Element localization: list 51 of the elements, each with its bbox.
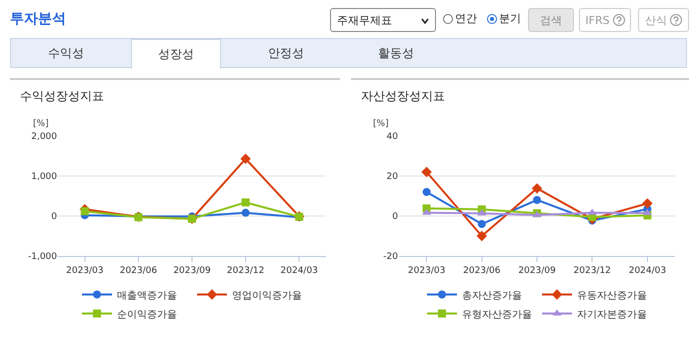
text: 주재무제표 (330, 8, 436, 32)
text: 안정성 (267, 45, 305, 62)
text: 연간 (455, 11, 477, 26)
x-tick-label: 2024/03 (628, 266, 666, 276)
x-tick-label: 2023/03 (408, 266, 446, 276)
point (533, 196, 541, 204)
text: IFRS (585, 14, 610, 26)
x-tick-label: 2024/03 (280, 266, 318, 276)
point (242, 208, 250, 217)
x-tick-label: 2023/09 (173, 266, 211, 276)
text: 성장성 (131, 39, 221, 69)
point (642, 198, 653, 209)
y-axis-title: [%] (33, 119, 49, 129)
text: 투자분석 (10, 10, 66, 28)
point (242, 198, 250, 206)
legend-label: 총자산증가율 (462, 290, 522, 302)
text: 산식 (645, 12, 667, 28)
point (80, 207, 89, 216)
y-tick-label: -20 (383, 252, 398, 262)
y-axis-title: [%] (373, 119, 389, 129)
x-tick-label: 2023/09 (518, 266, 556, 276)
point (532, 183, 542, 194)
x-tick-label: 2023/06 (120, 266, 158, 276)
text: 수익성 (47, 45, 85, 62)
y-tick-label: 20 (386, 172, 398, 182)
x-tick-label: 2023/12 (226, 266, 264, 276)
legend-label: 유형자산증가율 (462, 309, 532, 320)
text: 분기 (499, 11, 521, 26)
x-tick-label: 2023/03 (66, 266, 104, 276)
legend-label: 유동자산증가율 (577, 290, 647, 302)
x-tick-label: 2023/12 (574, 266, 611, 276)
point (476, 230, 487, 242)
legend-label: 매출액증가율 (117, 290, 177, 302)
legend-label: 순이익증가율 (117, 309, 177, 320)
point (478, 220, 486, 228)
y-tick-label: 0 (51, 212, 58, 222)
chart-title: 수익성장성지표 (20, 88, 104, 105)
chart-title: 자산성장성지표 (361, 88, 445, 105)
point (421, 166, 432, 178)
y-tick-label: 0 (392, 212, 398, 222)
x-tick-label: 2023/06 (463, 266, 501, 276)
text: 검색 (528, 8, 574, 32)
y-tick-label: 1,000 (31, 172, 58, 182)
text: 활동성 (377, 45, 415, 62)
y-tick-label: 40 (386, 132, 398, 142)
legend-label: 영업이익증가율 (232, 290, 302, 302)
y-tick-label: -1,000 (28, 252, 58, 262)
point (240, 154, 251, 164)
legend-label: 자기자본증가율 (577, 309, 647, 320)
point (422, 188, 431, 196)
y-tick-label: 2,000 (31, 132, 58, 142)
